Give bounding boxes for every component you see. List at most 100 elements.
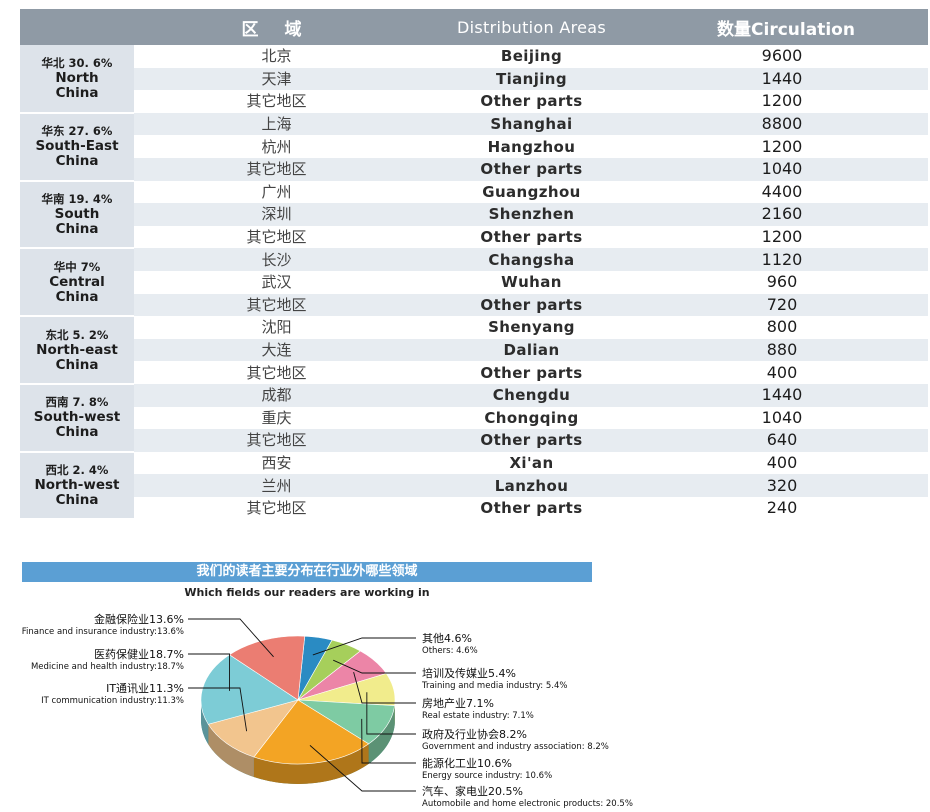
area-en: Tianjing [419,67,644,91]
city-cn: 上海 [134,112,419,136]
pie-slice-side [253,743,369,784]
area-en: Other parts [419,293,644,317]
area-en: Changsha [419,248,644,271]
circulation-value: 1440 [644,67,928,91]
city-cn: 广州 [134,180,419,204]
circulation-value: 9600 [644,45,928,68]
table-row: 华南 19. 4% South China 广州 Guangzhou 4400 [20,180,928,250]
area-en: Other parts [419,429,644,452]
circulation-value: 240 [644,496,928,520]
pie-labels: 其他4.6%Others: 4.6% 培训及传媒业5.4%Training and… [22,612,633,809]
area-en: Other parts [419,157,644,181]
city-cn: 重庆 [134,406,419,430]
city-cn: 天津 [134,67,419,91]
area-en: Other parts [419,496,644,520]
pie-leader-line [188,618,274,658]
circulation-value: 4400 [644,180,928,204]
table-row: 其它地区 Other parts 400 [20,361,928,384]
pie-leader-line [361,718,416,764]
circulation-value: 1200 [644,225,928,249]
region-en-line2: China [55,356,99,373]
region-cn-share: 华北 30. 6% [41,55,113,70]
circulation-value: 320 [644,474,928,497]
region-en-line1: Central [49,273,105,290]
pie-leader-line [312,637,416,656]
circulation-value: 720 [644,293,928,317]
pie-label-en: Medicine and health industry:18.7% [31,662,184,672]
pie-slice [207,699,299,758]
pie-3d-side [201,700,395,784]
table-row: 其它地区 Other parts 1040 [20,157,928,181]
area-en: Other parts [419,225,644,249]
circulation-value: 800 [644,316,928,339]
table-row: 东北 5. 2% North-east China 沈阳 Shenyang 800 [20,316,928,385]
city-cn: 其它地区 [134,429,419,452]
city-cn: 其它地区 [134,157,419,181]
region-cn-share: 西北 2. 4% [45,463,109,478]
region-cell: 西南 7. 8% South-west China [20,383,134,453]
table-row: 兰州 Lanzhou 320 [20,474,928,497]
table-row: 华北 30. 6% North China 北京 Beijing 9600 [20,45,928,114]
region-cell: 华东 27. 6% South-East China [20,112,134,182]
pie-leader-line [333,659,416,674]
region-en-line1: South-west [33,409,121,426]
region-cell: 西北 2. 4% North-west China [20,451,134,521]
pie-slice-side [208,724,254,778]
table-row: 其它地区 Other parts 240 [20,496,928,520]
pie-slice-side [201,700,209,745]
region-cn-share: 华东 27. 6% [41,124,113,139]
circulation-value: 1440 [644,383,928,407]
pie-leader-line [366,692,416,735]
pie-label-cn: 政府及行业协会8.2% [422,727,527,741]
circulation-value: 880 [644,338,928,362]
area-en: Guangzhou [419,180,644,204]
region-en-line1: North-west [34,477,120,494]
pie-leader-line [309,745,416,792]
pie-label-en: Government and industry association: 8.2… [422,742,609,752]
region-cn-share: 华中 7% [53,259,101,274]
pie-slices [200,635,396,765]
area-en: Dalian [419,338,644,362]
pie-label-cn: 金融保险业13.6% [94,612,184,626]
region-cn-share: 西南 7. 8% [45,395,109,410]
area-en: Lanzhou [419,474,644,497]
pie-leader-line [353,672,416,704]
region-cell: 东北 5. 2% North-east China [20,316,134,385]
city-cn: 其它地区 [134,293,419,317]
region-en-line2: China [55,153,99,170]
region-en-line1: South [54,205,100,222]
area-en: Shanghai [419,112,644,136]
circulation-value: 8800 [644,112,928,136]
pie-leader-line [188,653,230,691]
table-body: 华北 30. 6% North China 北京 Beijing 9600 天津 Tianji… [20,45,928,521]
city-cn: 武汉 [134,270,419,294]
distribution-table: 区 域 Distribution Areas 数量Circulation 华北 … [20,9,928,521]
circulation-value: 640 [644,429,928,452]
table-row: 大连 Dalian 880 [20,338,928,362]
area-en: Shenzhen [419,203,644,226]
region-en-line2: China [55,424,99,441]
area-en: Shenyang [419,316,644,339]
area-en: Wuhan [419,270,644,294]
region-en-line2: China [55,220,99,237]
region-en-line2: China [55,84,99,101]
pie-slice [228,635,306,701]
circulation-value: 400 [644,361,928,384]
table-row: 其它地区 Other parts 1200 [20,225,928,249]
circulation-value: 1200 [644,90,928,113]
pie-label-en: Energy source industry: 10.6% [422,771,552,781]
table-row: 其它地区 Other parts 720 [20,293,928,317]
pie-label-en: Real estate industry: 7.1% [422,711,534,721]
city-cn: 兰州 [134,474,419,497]
table-row: 杭州 Hangzhou 1200 [20,135,928,158]
pie-chart-title: 我们的读者主要分布在行业外哪些领域 [22,562,592,582]
header-circulation: 数量Circulation [644,9,928,45]
city-cn: 其它地区 [134,225,419,249]
city-cn: 其它地区 [134,361,419,384]
table-row: 西南 7. 8% South-west China 成都 Chengdu 1440 [20,383,928,453]
pie-chart-subtitle: Which fields our readers are working in [184,586,430,599]
region-en-line1: North-east [36,341,118,358]
pie-slice [253,699,370,765]
circulation-value: 2160 [644,203,928,226]
city-cn: 成都 [134,383,419,407]
